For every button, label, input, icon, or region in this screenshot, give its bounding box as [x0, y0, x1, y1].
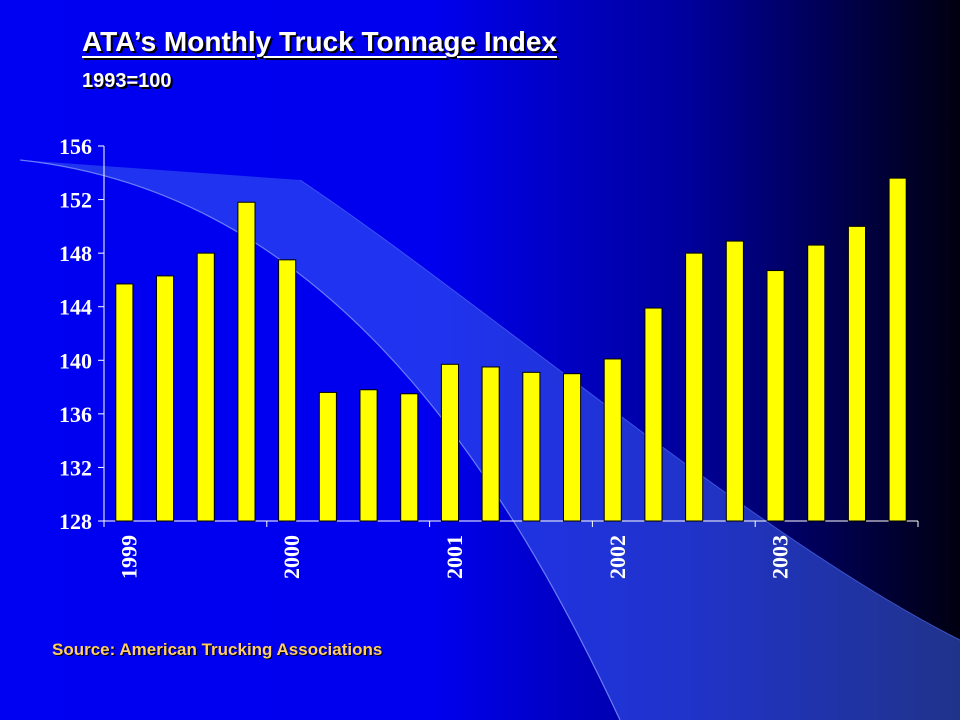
bar — [725, 240, 744, 522]
bar — [563, 373, 582, 522]
y-tick-label: 152 — [59, 188, 92, 213]
bar — [237, 201, 256, 522]
bar — [115, 283, 134, 522]
x-tick-label: 2003 — [768, 535, 793, 579]
x-tick-label: 1999 — [116, 535, 141, 579]
bar — [196, 252, 215, 522]
y-tick-label: 128 — [59, 509, 92, 534]
bar — [522, 371, 541, 522]
x-tick-label: 2002 — [605, 535, 630, 579]
bar — [766, 270, 785, 522]
bar — [400, 393, 419, 522]
source-note: Source: American Trucking Associations — [52, 640, 383, 659]
bar — [603, 358, 622, 522]
bar — [359, 389, 378, 522]
bar — [156, 275, 175, 522]
bar — [318, 391, 337, 522]
bars — [115, 177, 907, 522]
chart-subtitle: 1993=100 — [82, 70, 172, 92]
bar — [440, 363, 459, 522]
bar — [644, 307, 663, 522]
x-axis: 1999 2000 2001 2002 2003 — [103, 520, 919, 579]
x-tick-label: 2001 — [442, 535, 467, 579]
y-tick-label: 140 — [59, 348, 92, 373]
bar — [278, 259, 297, 522]
y-tick-label: 136 — [59, 402, 92, 427]
chart-title: ATA’s Monthly Truck Tonnage Index — [82, 26, 558, 57]
bar — [685, 252, 704, 522]
bar — [847, 225, 866, 522]
bar — [807, 244, 826, 522]
bar — [481, 366, 500, 522]
x-tick-label: 2000 — [279, 535, 304, 579]
bar — [888, 177, 907, 522]
y-axis: 128 132 136 140 144 148 152 156 — [59, 134, 105, 534]
y-tick-label: 132 — [59, 455, 92, 480]
y-tick-label: 156 — [59, 134, 92, 159]
y-tick-label: 144 — [59, 295, 92, 320]
y-tick-label: 148 — [59, 241, 92, 266]
